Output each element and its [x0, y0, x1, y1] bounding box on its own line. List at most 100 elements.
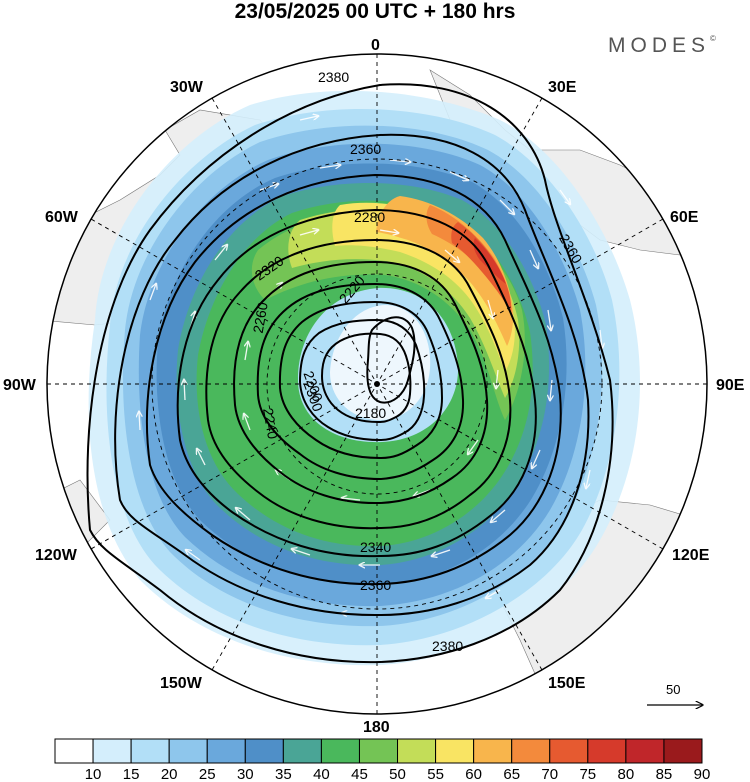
speed-band-calm-core [330, 305, 431, 420]
modes-logo: MODES© [608, 34, 716, 58]
colorbar-swatch [282, 738, 322, 764]
streamline-arrow [299, 230, 318, 236]
streamline-arrow [319, 165, 340, 168]
colorbar-tick-label: 70 [541, 766, 558, 782]
streamline-arrow [487, 299, 493, 318]
colorbar-tick-label: 85 [656, 766, 673, 782]
colorbar-tick-label: 75 [579, 766, 596, 782]
lon-label-150w: 150W [160, 675, 203, 692]
streamline-arrow [244, 414, 251, 431]
streamline-arrow [559, 189, 570, 204]
colorbar-swatch [473, 738, 513, 764]
contour-label-2360: 2360 [350, 141, 381, 157]
streamline-arrow [529, 249, 538, 268]
streamline-arrow [197, 449, 206, 466]
streamline-arrow [486, 589, 501, 598]
north-pole-marker [374, 381, 380, 387]
lon-label-0: 0 [371, 37, 380, 54]
colorbar-swatch [320, 738, 360, 764]
streamline-arrow [449, 171, 468, 180]
streamline-arrow [444, 249, 459, 262]
colorbar-tick-label: 40 [313, 766, 330, 782]
lon-label-30e: 30E [548, 79, 577, 96]
colorbar-swatch [625, 738, 665, 764]
streamline-arrow [496, 369, 498, 388]
streamline-arrow [214, 245, 227, 261]
streamline-arrow [586, 469, 591, 488]
lon-label-120w: 120W [35, 547, 78, 564]
streamline-arrow [299, 116, 318, 121]
height-contours [86, 83, 614, 664]
colorbar-swatch [54, 738, 94, 764]
brand-name: MODES [608, 34, 711, 57]
colorbar-swatch [130, 738, 170, 764]
streamline-arrow [432, 549, 451, 556]
contour-2340 [146, 173, 562, 586]
colorbar-tick-label: 45 [351, 766, 368, 782]
colorbar-swatch [435, 738, 475, 764]
streamline-arrow [499, 199, 514, 214]
streamline-arrow [379, 230, 398, 233]
streamline-arrow [468, 439, 479, 454]
lon-label-180: 180 [363, 719, 390, 736]
contour-2180 [366, 316, 416, 404]
contour-2200 [320, 332, 412, 424]
contour-label-2380-south: 2380 [432, 638, 463, 654]
contour-label-2180: 2180 [355, 405, 386, 421]
streamline-arrow [184, 380, 185, 401]
contour-2280 [233, 260, 489, 505]
streamline-arrow [532, 449, 541, 468]
streamline-arrow [292, 549, 311, 556]
longitude-labels: 0 30E 60E 90E 120E 150E 180 150W 120W 90… [3, 37, 745, 736]
contour-2320 [176, 208, 537, 558]
streamline-arrow [548, 309, 551, 330]
streamline-arrow [139, 412, 140, 431]
contour-label-2340: 2340 [360, 539, 391, 555]
colorbar-swatch [549, 738, 589, 764]
colorbar-tick-label: 90 [694, 766, 711, 782]
contour-label-2380: 2380 [318, 69, 349, 85]
reference-vector: 50 [647, 682, 702, 705]
contour-2360 [114, 133, 590, 617]
colorbar-tick-label: 20 [161, 766, 178, 782]
colorbar-swatch [663, 738, 703, 764]
contour-2260 [256, 282, 465, 481]
colorbar-tick-label: 35 [275, 766, 292, 782]
colorbar-tick-label: 10 [85, 766, 102, 782]
colorbar-tick-label: 55 [427, 766, 444, 782]
speed-band-80 [473, 238, 506, 284]
contour-2220 [298, 318, 426, 442]
speed-band-65 [376, 196, 514, 346]
speed-band-70 [426, 205, 512, 318]
speed-band-75 [451, 222, 512, 312]
colorbar-swatch [511, 738, 551, 764]
streamline-arrow [550, 379, 552, 400]
streamline-arrow [600, 329, 602, 348]
colorbar-swatch [587, 738, 627, 764]
streamline-arrow [342, 498, 361, 500]
colorbar-tick-label: 15 [123, 766, 140, 782]
contour-2300 [205, 238, 512, 530]
reference-vector-label: 50 [666, 682, 680, 697]
lon-label-90w: 90W [3, 377, 37, 394]
contour-2240 [278, 300, 444, 460]
colorbar-tick-label: 60 [465, 766, 482, 782]
colorbar-tick-label: 25 [199, 766, 216, 782]
copyright-mark: © [710, 34, 716, 43]
colorbar: 10 15 20 25 30 35 40 45 50 55 60 65 70 75 80 85 90 [54, 738, 711, 782]
lon-label-60e: 60E [670, 209, 699, 226]
colorbar-swatch [92, 738, 132, 764]
contour-label-2260: 2260 [250, 301, 271, 335]
streamline-arrow [236, 508, 251, 521]
lon-label-150e: 150E [548, 675, 586, 692]
colorbar-tick-label: 65 [503, 766, 520, 782]
colorbar-swatch [397, 738, 437, 764]
lon-label-120e: 120E [672, 547, 710, 564]
contour-label-2280: 2280 [354, 209, 385, 225]
contour-label-2240: 2240 [260, 407, 281, 441]
streamline-arrow [149, 284, 156, 301]
map-title: 23/05/2025 00 UTC + 180 hrs [234, 0, 516, 23]
colorbar-swatch [358, 738, 399, 764]
streamline-arrow [389, 160, 410, 162]
